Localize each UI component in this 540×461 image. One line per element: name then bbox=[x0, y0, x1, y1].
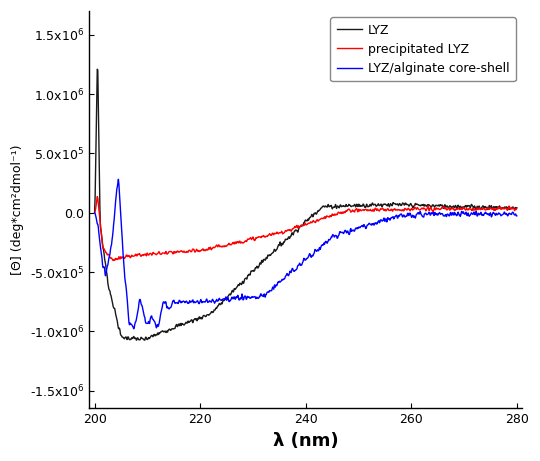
LYZ/alginate core-shell bbox=[349, 228, 355, 234]
precipitated LYZ bbox=[118, 255, 125, 261]
LYZ/alginate core-shell bbox=[118, 217, 124, 223]
LYZ/alginate core-shell bbox=[514, 213, 520, 219]
LYZ/alginate core-shell bbox=[115, 177, 122, 182]
precipitated LYZ bbox=[413, 205, 419, 211]
precipitated LYZ bbox=[349, 208, 355, 214]
LYZ/alginate core-shell bbox=[413, 213, 419, 219]
Line: precipitated LYZ: precipitated LYZ bbox=[94, 196, 517, 260]
precipitated LYZ bbox=[94, 194, 100, 199]
LYZ bbox=[338, 202, 344, 208]
LYZ/alginate core-shell bbox=[456, 213, 462, 218]
LYZ bbox=[514, 205, 520, 211]
LYZ bbox=[91, 209, 98, 214]
LYZ bbox=[413, 202, 419, 207]
LYZ bbox=[118, 332, 124, 338]
precipitated LYZ bbox=[361, 207, 368, 213]
LYZ/alginate core-shell bbox=[338, 230, 344, 236]
LYZ bbox=[361, 204, 368, 210]
X-axis label: λ (nm): λ (nm) bbox=[273, 432, 339, 450]
precipitated LYZ bbox=[456, 206, 462, 211]
precipitated LYZ bbox=[514, 206, 520, 211]
precipitated LYZ bbox=[91, 210, 98, 215]
precipitated LYZ bbox=[338, 209, 344, 215]
Legend: LYZ, precipitated LYZ, LYZ/alginate core-shell: LYZ, precipitated LYZ, LYZ/alginate core… bbox=[330, 18, 516, 81]
precipitated LYZ bbox=[111, 258, 118, 263]
LYZ/alginate core-shell bbox=[131, 326, 137, 331]
LYZ bbox=[349, 203, 355, 209]
LYZ bbox=[94, 66, 100, 72]
LYZ/alginate core-shell bbox=[361, 223, 368, 229]
LYZ bbox=[133, 337, 140, 343]
LYZ bbox=[456, 205, 462, 210]
Line: LYZ/alginate core-shell: LYZ/alginate core-shell bbox=[94, 179, 517, 329]
Y-axis label: [Θ] (deg*cm²dmol⁻¹): [Θ] (deg*cm²dmol⁻¹) bbox=[11, 145, 24, 275]
Line: LYZ: LYZ bbox=[94, 69, 517, 340]
LYZ/alginate core-shell bbox=[91, 210, 98, 215]
